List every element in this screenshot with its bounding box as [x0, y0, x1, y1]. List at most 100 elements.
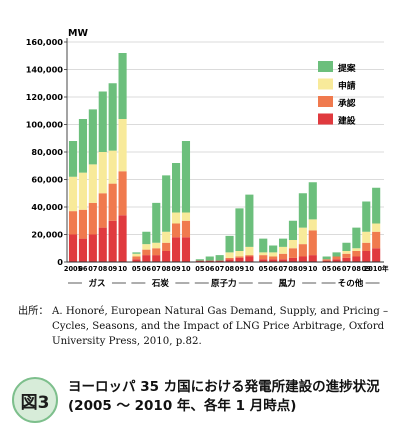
bar-segment — [152, 248, 161, 256]
bar-segment — [259, 238, 268, 253]
bar-segment — [308, 182, 317, 220]
x-tick-label: 10 — [308, 265, 318, 273]
x-tick-label: 07 — [88, 265, 98, 273]
x-tick-label: 06 — [332, 265, 342, 273]
x-tick-label: 06 — [269, 265, 279, 273]
bar-segment — [132, 253, 141, 257]
x-tick-label: 07 — [278, 265, 288, 273]
bar-segment — [288, 248, 298, 258]
bar-segment — [259, 255, 268, 260]
bar-segment — [78, 119, 88, 173]
group-label: その他 — [338, 278, 364, 289]
bar-segment — [68, 211, 78, 235]
figure-subtitle: (2005 ～ 2010 年、各年 1 月時点) — [68, 398, 297, 414]
group-label: ガス — [88, 278, 105, 289]
bar-segment — [362, 251, 371, 262]
bar-segment — [342, 253, 351, 258]
bars — [68, 53, 381, 262]
bar-segment — [245, 194, 254, 247]
y-tick-label: 60,000 — [31, 175, 63, 185]
bar-segment — [332, 252, 341, 257]
y-tick-label: 40,000 — [31, 202, 63, 212]
x-tick-label: 07 — [215, 265, 225, 273]
bar-segment — [362, 201, 371, 232]
bar-segment — [142, 255, 151, 262]
bar-segment — [269, 245, 278, 253]
y-tick-label: 100,000 — [26, 120, 64, 130]
bar-segment — [88, 202, 97, 235]
x-tick-label: 10 — [245, 265, 255, 273]
bar-segment — [205, 260, 214, 262]
x-tick-label: 05 — [259, 265, 269, 273]
x-tick-label: 2010年 — [364, 264, 389, 273]
bar-segment — [269, 252, 278, 257]
y-tick-label: 160,000 — [26, 37, 64, 47]
bar-segment — [195, 259, 204, 261]
bar-segment — [278, 253, 288, 260]
bar-segment — [288, 257, 298, 262]
bar-segment — [152, 255, 161, 262]
y-tick-label: 20,000 — [31, 230, 63, 240]
y-tick-label: 0 — [57, 257, 63, 267]
x-tick-label: 10 — [181, 265, 191, 273]
legend-label: 承認 — [338, 97, 356, 109]
bar-segment — [352, 227, 361, 249]
bar-segment — [372, 187, 381, 224]
bar-segment — [342, 251, 351, 254]
legend-label: 申請 — [338, 80, 356, 92]
y-axis: 0 20,000 40,000 60,000 80,000 100,000 120,000 1… — [26, 37, 68, 267]
bar-segment — [372, 223, 381, 232]
bar-segment — [172, 212, 181, 224]
bar-segment — [225, 257, 234, 260]
bar-segment — [88, 164, 97, 203]
bar-segment — [181, 212, 191, 221]
x-tick-label: 07 — [152, 265, 162, 273]
bar-segment — [372, 231, 381, 249]
bar-segment — [352, 256, 361, 262]
x-tick-label: 09 — [235, 265, 245, 273]
x-tick-label: 09 — [171, 265, 181, 273]
x-tick-label: 08 — [162, 265, 172, 273]
bar-segment — [352, 248, 361, 251]
x-tick-label: 08 — [225, 265, 235, 273]
bar-segment — [352, 251, 361, 257]
bar-segment — [235, 208, 244, 251]
bar-segment — [98, 152, 107, 194]
x-tick-label: 06 — [78, 265, 88, 273]
bar-segment — [181, 141, 191, 213]
x-tick-label: 09 — [108, 265, 118, 273]
bar-segment — [108, 183, 117, 221]
bar-segment — [108, 220, 117, 262]
y-axis-unit-label: MW — [68, 28, 88, 39]
x-tick-label: 2005 — [64, 265, 83, 273]
bar-segment — [172, 237, 181, 262]
bar-segment — [225, 235, 234, 253]
x-tick-label: 05 — [195, 265, 205, 273]
bar-segment — [78, 172, 88, 210]
x-tick-label: 08 — [288, 265, 298, 273]
bar-segment — [259, 259, 268, 262]
stacked-bar-chart: 0 20,000 40,000 60,000 80,000 100,000 120,000 1… — [26, 28, 389, 289]
bar-segment — [225, 252, 234, 258]
bar-segment — [269, 256, 278, 260]
bar-segment — [142, 249, 151, 256]
bar-segment — [68, 141, 78, 177]
bar-segment — [88, 234, 97, 262]
bar-segment — [278, 246, 288, 254]
bar-segment — [118, 119, 127, 172]
bar-segment — [162, 175, 171, 232]
bar-segment — [68, 176, 78, 212]
x-tick-label: 08 — [98, 265, 108, 273]
bar-segment — [132, 252, 141, 254]
bar-segment — [235, 257, 244, 262]
bar-segment — [278, 238, 288, 247]
legend-swatch — [318, 113, 333, 125]
bar-segment — [342, 257, 351, 262]
source-label: 出所： — [18, 306, 49, 317]
bar-segment — [78, 209, 88, 239]
bar-segment — [235, 256, 244, 258]
group-label: 石炭 — [151, 278, 170, 289]
bar-segment — [98, 227, 107, 262]
bar-segment — [245, 256, 254, 262]
